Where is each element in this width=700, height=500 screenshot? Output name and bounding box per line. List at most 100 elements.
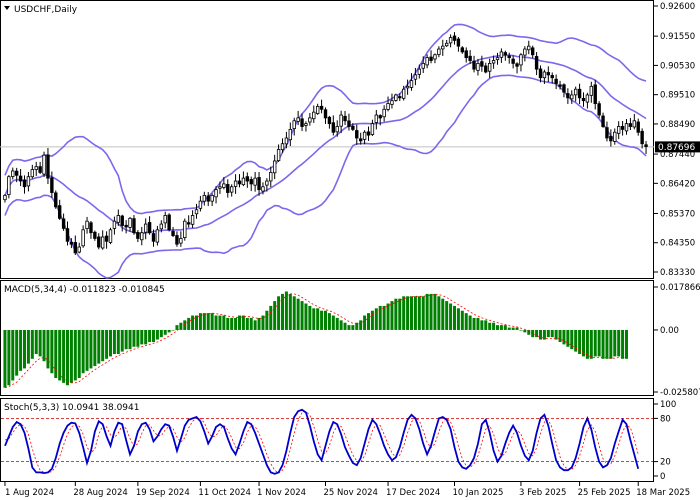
candle-body-up: [284, 137, 289, 145]
macd-histogram-bar: [386, 303, 390, 330]
candle: [140, 226, 144, 246]
candle: [570, 90, 574, 104]
candle: [421, 56, 425, 73]
macd-histogram-bar: [433, 293, 437, 330]
macd-histogram-bar: [34, 329, 38, 354]
macd-histogram-bar: [136, 329, 140, 347]
price-tick-label: 0.83330: [660, 268, 695, 278]
candle: [128, 216, 132, 232]
candle: [390, 93, 394, 109]
candle: [14, 167, 19, 183]
candle-body-down: [167, 214, 171, 231]
macd-histogram-bar: [214, 315, 218, 330]
bollinger-lower-band: [4, 74, 647, 279]
stochastic-panel[interactable]: 100 80 20 0 Stoch(5,3,3) 10.0941 38.0941: [0, 398, 677, 483]
macd-histogram-bar: [265, 310, 269, 330]
chart-menu-triangle-icon[interactable]: [4, 6, 10, 10]
stochastic-signal-path: [4, 410, 639, 474]
candle: [640, 128, 644, 149]
macd-histogram-bar: [542, 329, 546, 340]
time-tick-label: 25 Nov 2024: [324, 488, 378, 498]
macd-histogram-bar: [503, 325, 507, 330]
candle-body-down: [73, 242, 78, 254]
macd-histogram-bar: [593, 329, 597, 357]
candle: [124, 220, 128, 234]
candle-body-down: [358, 138, 363, 142]
macd-histogram-bar: [261, 315, 265, 330]
macd-histogram-bar: [73, 329, 77, 381]
candle-body-down: [54, 192, 58, 208]
candle: [401, 85, 406, 101]
candle: [343, 111, 347, 125]
candle-body-up: [413, 74, 418, 80]
time-tick-label: 28 Aug 2024: [73, 488, 127, 498]
candle-body-up: [233, 180, 238, 187]
macd-histogram-bar: [93, 329, 97, 367]
macd-histogram-bar: [54, 329, 58, 379]
candle-body-up: [112, 220, 117, 229]
candle: [358, 132, 363, 145]
macd-histogram-bar: [406, 296, 410, 330]
macd-histogram-bar: [546, 329, 550, 338]
candle-body-up: [437, 48, 441, 55]
macd-histogram-bar: [257, 317, 261, 330]
stochastic-panel-frame: [0, 398, 654, 482]
candle-body-down: [104, 235, 109, 242]
stochastic-main-path: [4, 408, 640, 475]
candle-body-down: [511, 58, 515, 64]
candle-body-up: [386, 103, 390, 110]
candle: [245, 172, 250, 188]
candle: [257, 172, 261, 196]
candle: [351, 123, 355, 131]
candle-body-up: [487, 62, 492, 72]
candle-body-down: [347, 120, 351, 127]
candle-body-up: [143, 223, 148, 233]
candle: [460, 46, 465, 54]
candle: [366, 126, 371, 141]
candle: [85, 216, 89, 234]
candle-body-up: [495, 57, 500, 61]
candle: [171, 226, 175, 238]
candle: [116, 209, 121, 226]
candle: [597, 101, 601, 119]
candle-body-down: [355, 130, 359, 139]
candle-body-down: [597, 103, 601, 116]
macd-panel[interactable]: 0.017866 0.00 -0.025807 MACD(5,34,4) -0.01…: [0, 280, 700, 399]
price-panel[interactable]: 0.92600 0.91550 0.90530 0.89510 0.88490 0.874…: [0, 0, 700, 279]
macd-histogram-bar: [77, 329, 81, 379]
candle: [288, 122, 293, 147]
candle-body-down: [456, 38, 461, 47]
candle: [292, 117, 296, 136]
macd-histogram-bar: [347, 325, 351, 330]
candle-body-down: [515, 63, 519, 67]
candle: [585, 92, 590, 109]
candle: [280, 138, 285, 153]
macd-histogram-bar: [30, 329, 34, 359]
macd-histogram-bar: [519, 329, 523, 331]
candle: [480, 55, 484, 72]
macd-histogram-bar: [159, 329, 163, 338]
candle: [538, 65, 543, 83]
candle: [73, 235, 78, 255]
macd-histogram-bar: [109, 329, 112, 357]
time-tick-label: 17 Dec 2024: [386, 488, 440, 498]
macd-histogram-bar: [316, 308, 320, 330]
candle-body-down: [132, 218, 136, 234]
candle-body-down: [464, 50, 468, 59]
current-price-tag-background: [655, 141, 700, 153]
candle-body-up: [315, 106, 320, 114]
candle: [34, 161, 38, 176]
candle-body-down: [46, 154, 50, 179]
candle-body-up: [26, 176, 31, 187]
candle: [335, 120, 339, 137]
candle: [77, 242, 81, 254]
candle: [300, 113, 304, 132]
macd-tick-label: 0.017866: [660, 283, 700, 293]
candle-body-up: [190, 215, 195, 225]
candle: [143, 218, 148, 240]
macd-histogram-bar: [550, 329, 554, 338]
price-panel-frame: [0, 0, 654, 279]
candle-body-up: [100, 236, 105, 249]
macd-histogram-bar: [429, 293, 433, 330]
